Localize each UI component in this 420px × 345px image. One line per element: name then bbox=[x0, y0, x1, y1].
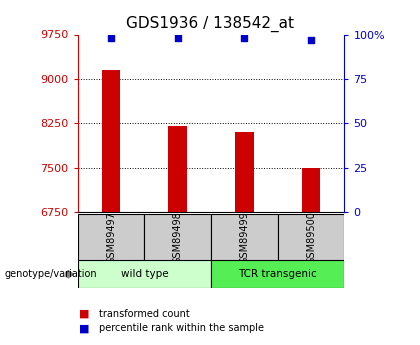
Bar bbox=[211, 260, 344, 288]
Text: GSM89497: GSM89497 bbox=[106, 211, 116, 264]
Point bbox=[308, 37, 315, 42]
Text: genotype/variation: genotype/variation bbox=[4, 269, 97, 279]
Text: TCR transgenic: TCR transgenic bbox=[239, 269, 317, 279]
Bar bbox=[168, 126, 187, 212]
Bar bbox=[78, 260, 211, 288]
Text: GSM89499: GSM89499 bbox=[239, 211, 249, 264]
Bar bbox=[102, 70, 121, 212]
Bar bbox=[211, 214, 278, 260]
Point bbox=[241, 35, 248, 41]
Point bbox=[174, 35, 181, 41]
Bar bbox=[144, 214, 211, 260]
Text: GDS1936 / 138542_at: GDS1936 / 138542_at bbox=[126, 16, 294, 32]
Bar bbox=[302, 168, 320, 212]
Text: transformed count: transformed count bbox=[99, 309, 189, 319]
Text: GSM89500: GSM89500 bbox=[306, 211, 316, 264]
Text: wild type: wild type bbox=[121, 269, 168, 279]
Bar bbox=[235, 132, 254, 212]
Text: ■: ■ bbox=[79, 309, 89, 319]
Point bbox=[108, 35, 114, 41]
Text: GSM89498: GSM89498 bbox=[173, 211, 183, 264]
Text: percentile rank within the sample: percentile rank within the sample bbox=[99, 324, 264, 333]
Bar bbox=[78, 214, 144, 260]
Text: ■: ■ bbox=[79, 324, 89, 333]
Bar bbox=[278, 214, 344, 260]
